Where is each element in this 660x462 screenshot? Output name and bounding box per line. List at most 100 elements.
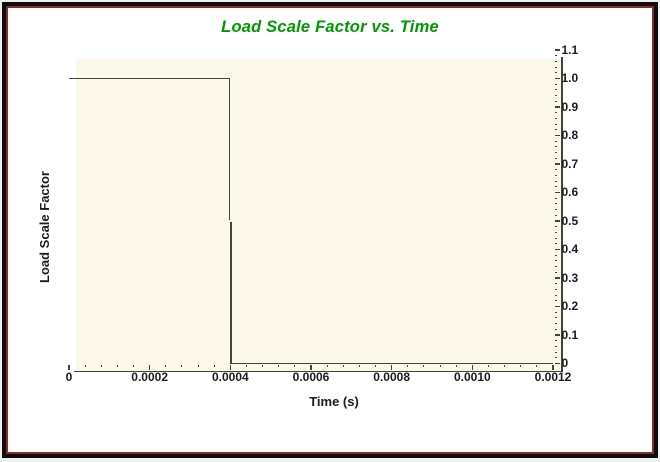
x-minor-tick — [487, 364, 489, 368]
x-minor-tick — [358, 364, 360, 368]
x-minor-tick — [181, 364, 183, 368]
y-tick-label: 0.9 — [561, 99, 579, 114]
series-line-segment — [228, 78, 231, 220]
chart-canvas: Load Scale Factor vs. Time 0 0.0002 0.0004… — [6, 6, 654, 454]
x-tick-label: 0.0012 — [534, 370, 572, 384]
x-minor-tick — [294, 364, 296, 368]
plot-area — [76, 59, 561, 371]
x-minor-tick — [520, 364, 522, 368]
y-minor-tick — [554, 169, 558, 171]
y-minor-tick — [554, 254, 558, 256]
x-minor-tick — [116, 364, 118, 368]
y-minor-tick — [554, 226, 558, 228]
x-minor-tick — [213, 364, 215, 368]
y-minor-tick — [554, 60, 558, 62]
y-major-tick — [554, 334, 560, 336]
y-minor-tick — [554, 117, 558, 119]
x-tick-label: 0.0006 — [292, 370, 330, 384]
y-major-tick — [554, 134, 560, 137]
y-tick-label: 1.0 — [561, 71, 579, 85]
y-tick-label: 0.5 — [561, 213, 579, 228]
x-minor-tick — [165, 364, 167, 368]
y-minor-tick — [554, 300, 558, 302]
y-minor-tick — [554, 152, 558, 154]
x-tick-label: 0.0002 — [131, 370, 168, 384]
y-minor-tick — [554, 100, 558, 102]
y-tick-label: 0.3 — [561, 270, 579, 285]
y-minor-tick — [554, 351, 558, 353]
y-minor-tick — [554, 123, 558, 125]
x-tick-label: 0.0008 — [373, 370, 410, 384]
y-minor-tick — [554, 146, 558, 148]
y-major-tick — [554, 277, 560, 279]
y-axis-title: Load Scale Factor — [37, 171, 52, 283]
x-major-tick — [229, 364, 231, 370]
y-minor-tick — [554, 197, 558, 199]
y-minor-tick — [554, 294, 558, 296]
y-major-tick — [554, 248, 560, 251]
x-minor-tick — [342, 364, 344, 368]
chart-title: Load Scale Factor vs. Time — [221, 18, 439, 36]
x-minor-tick — [375, 364, 377, 368]
y-major-tick — [554, 106, 560, 108]
y-minor-tick — [554, 317, 558, 319]
series-line-segment — [69, 77, 231, 80]
y-minor-tick — [554, 83, 558, 85]
x-major-tick — [391, 364, 393, 370]
x-minor-tick — [262, 364, 264, 368]
y-minor-tick — [554, 283, 558, 285]
x-minor-tick — [536, 364, 538, 368]
x-minor-tick — [407, 364, 409, 368]
y-minor-tick — [554, 180, 558, 182]
y-tick-label: 0 — [561, 356, 569, 370]
x-tick-label: 0.0004 — [211, 370, 249, 384]
y-minor-tick — [554, 260, 558, 262]
y-minor-tick — [554, 66, 558, 68]
y-major-tick — [554, 163, 560, 165]
y-minor-tick — [554, 203, 558, 205]
y-minor-tick — [554, 340, 558, 342]
x-minor-tick — [100, 364, 102, 368]
y-minor-tick — [554, 186, 558, 188]
y-axis-line — [561, 57, 563, 372]
y-minor-tick — [554, 311, 558, 313]
y-minor-tick — [554, 95, 558, 97]
y-major-tick — [554, 305, 560, 308]
y-minor-tick — [554, 209, 558, 211]
y-tick-label: 1.1 — [561, 42, 579, 57]
y-minor-tick — [554, 89, 558, 91]
x-minor-tick — [133, 364, 135, 368]
y-major-tick — [554, 77, 560, 80]
y-minor-tick — [554, 243, 558, 245]
y-minor-tick — [554, 231, 558, 233]
y-tick-label: 0.2 — [561, 299, 579, 313]
y-minor-tick — [554, 174, 558, 176]
y-minor-tick — [554, 288, 558, 290]
y-minor-tick — [554, 237, 558, 239]
y-minor-tick — [554, 55, 558, 57]
y-minor-tick — [554, 266, 558, 268]
y-minor-tick — [554, 129, 558, 131]
x-axis-line — [74, 370, 563, 373]
x-tick-label: 0.0010 — [453, 370, 491, 384]
x-axis-title: Time (s) — [309, 394, 359, 409]
y-major-tick — [554, 220, 560, 222]
x-major-tick — [149, 364, 151, 370]
y-minor-tick — [554, 140, 558, 142]
series-line-segment — [230, 222, 232, 364]
y-minor-tick — [554, 328, 558, 330]
x-minor-tick — [245, 364, 247, 368]
y-minor-tick — [554, 271, 558, 273]
y-minor-tick — [554, 214, 558, 216]
y-minor-tick — [554, 345, 558, 347]
x-minor-tick — [197, 364, 199, 368]
x-minor-tick — [326, 364, 328, 368]
y-tick-label: 0.4 — [561, 242, 579, 256]
x-major-tick — [310, 364, 312, 370]
x-major-tick — [552, 364, 554, 370]
y-tick-label: 0.1 — [561, 327, 579, 342]
y-minor-tick — [554, 357, 558, 359]
y-minor-tick — [554, 157, 558, 159]
y-tick-label: 0.6 — [561, 185, 579, 199]
y-major-tick — [554, 362, 560, 365]
